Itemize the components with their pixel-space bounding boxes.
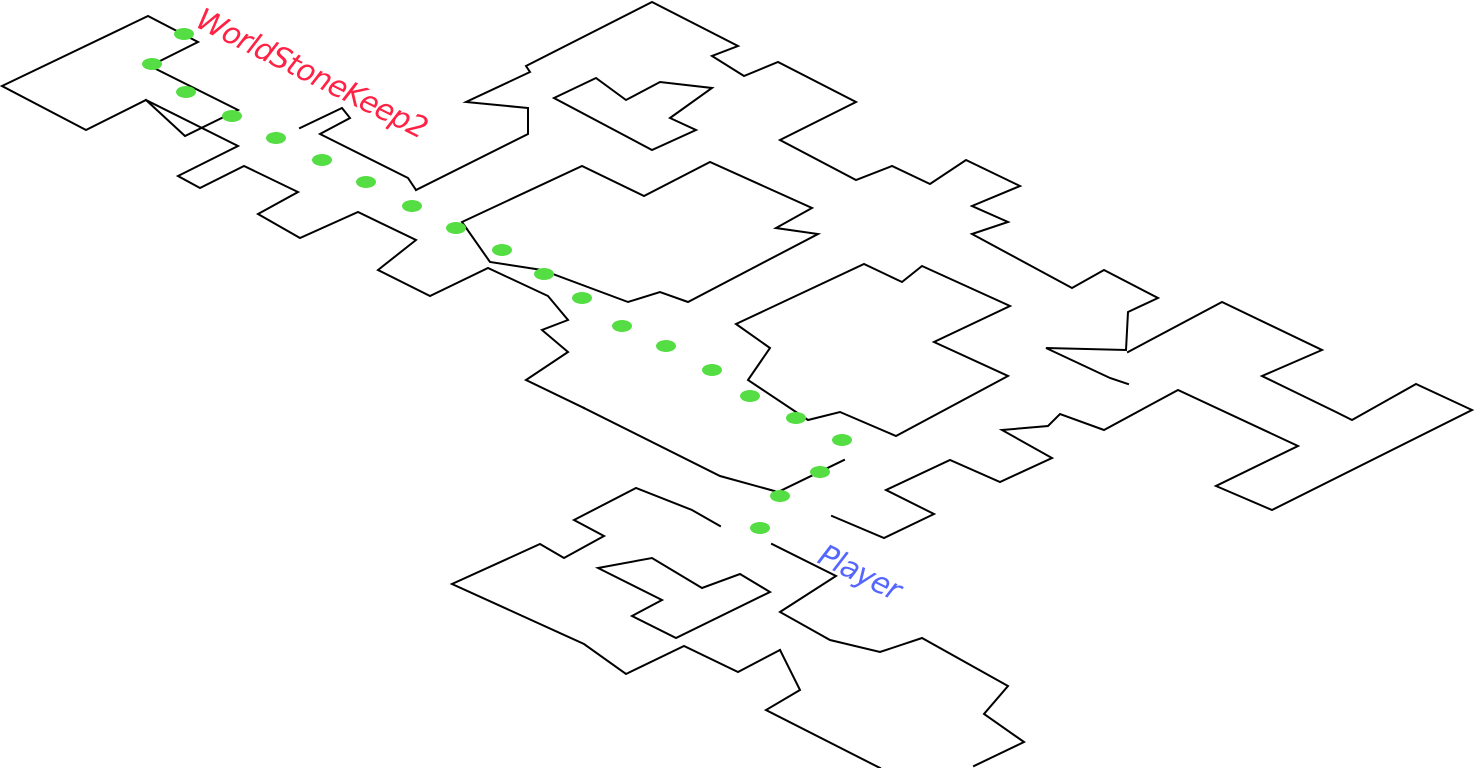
path-dot (740, 390, 760, 402)
wall-segment (449, 486, 782, 676)
path-dot (612, 320, 632, 332)
wall-segment (551, 76, 715, 152)
path-dot (702, 364, 722, 376)
wall-segment (734, 262, 1013, 438)
player-label: Player (812, 538, 908, 609)
wall-segment (298, 106, 418, 192)
wall-segment (594, 556, 773, 640)
path-dot (402, 200, 422, 212)
path-dot (832, 434, 852, 446)
path-dot (142, 58, 162, 70)
path-dot (770, 490, 790, 502)
wall-segment (582, 406, 846, 494)
path-dot (312, 154, 332, 166)
path-dot (356, 176, 376, 188)
wall-segment (830, 300, 1475, 540)
wall-segment (0, 14, 241, 138)
wall-segment (763, 648, 882, 768)
area-label: WorldStoneKeep2 (190, 2, 432, 146)
path-dot (174, 28, 194, 40)
path-dot (572, 292, 592, 304)
path-dot (810, 466, 830, 478)
wall-segment (414, 0, 1161, 386)
path-dot (786, 412, 806, 424)
path-dot (176, 86, 196, 98)
wall-segment (770, 542, 1026, 768)
path-dot (750, 522, 770, 534)
path-dots (142, 28, 852, 534)
path-dot (446, 222, 466, 234)
wall-segment (144, 98, 586, 410)
path-dot (656, 340, 676, 352)
path-dot (266, 132, 286, 144)
path-dot (222, 110, 242, 122)
path-dot (534, 268, 554, 280)
path-dot (492, 244, 512, 256)
